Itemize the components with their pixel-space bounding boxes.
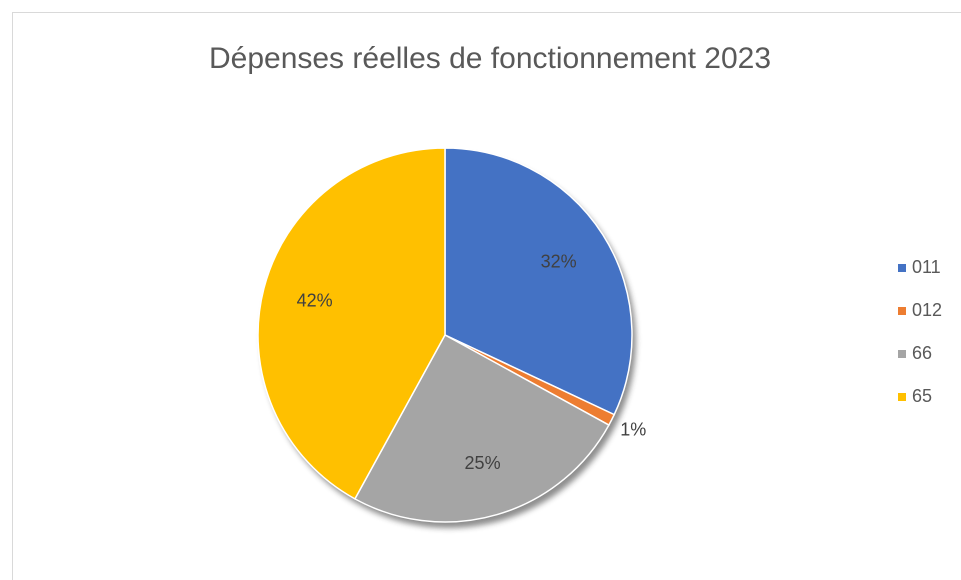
data-label: 1% xyxy=(620,420,646,440)
legend: 011 012 66 65 xyxy=(898,257,942,406)
pie-slice xyxy=(444,147,633,416)
legend-label: 011 xyxy=(912,257,941,277)
pie xyxy=(257,147,633,523)
legend-swatch xyxy=(898,307,906,315)
legend-label: 012 xyxy=(912,300,942,320)
legend-swatch xyxy=(898,350,906,358)
data-label: 25% xyxy=(465,453,501,473)
legend-swatch xyxy=(898,264,906,272)
pie-slice xyxy=(353,333,610,523)
data-labels: 32% 1% 25% 42% xyxy=(297,252,647,473)
data-label: 32% xyxy=(541,252,577,272)
data-label: 42% xyxy=(297,290,333,310)
chart-title: Dépenses réelles de fonctionnement 2023 xyxy=(209,42,771,75)
legend-label: 65 xyxy=(912,386,932,406)
legend-label: 66 xyxy=(912,343,932,363)
pie-slice xyxy=(257,147,446,500)
legend-swatch xyxy=(898,393,906,401)
